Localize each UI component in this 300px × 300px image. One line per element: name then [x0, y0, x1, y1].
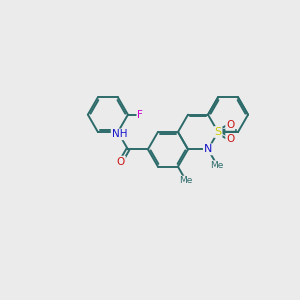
Text: F: F — [137, 110, 143, 120]
Text: N: N — [204, 144, 212, 154]
Text: S: S — [214, 127, 222, 137]
Text: O: O — [226, 134, 234, 144]
Text: O: O — [226, 120, 234, 130]
Text: Me: Me — [210, 161, 223, 170]
Text: O: O — [117, 157, 125, 166]
Text: NH: NH — [112, 129, 127, 140]
Text: Me: Me — [179, 176, 193, 185]
